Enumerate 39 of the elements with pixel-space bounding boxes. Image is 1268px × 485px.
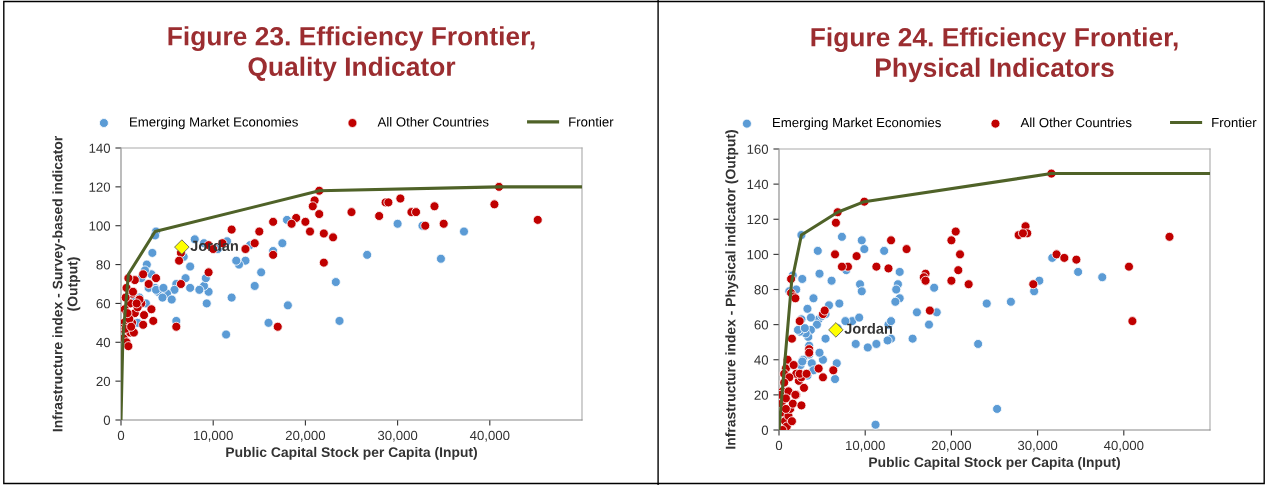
x-tick-label: 20,000	[285, 430, 326, 442]
x-tick-label: 30,000	[377, 430, 418, 442]
y-tick-label: 100	[89, 221, 111, 231]
y-tick-label: 60	[754, 320, 769, 330]
annotation: Jordan	[844, 323, 892, 334]
y-tick-label: 40	[754, 355, 769, 365]
y-tick-label: 100	[747, 249, 769, 260]
y-tick-label: 80	[754, 285, 769, 295]
x-tick-label: 0	[775, 440, 783, 451]
y-tick-label: 120	[747, 214, 769, 225]
chart-title: Figure 24. Efficiency Frontier, Physical Indicators	[811, 27, 1178, 83]
x-tick-label: 30,000	[1017, 440, 1058, 452]
y-axis-title: Infrastructure index - Survey-based indicator (Output)	[52, 136, 81, 432]
y-tick-label: 20	[96, 376, 111, 387]
y-tick-label: 160	[747, 144, 769, 154]
y-axis-title: Infrastructure index - Physical indicator (Output)	[725, 130, 739, 449]
y-tick-label: 140	[747, 179, 769, 190]
legend-label: All Other Countries	[1020, 117, 1132, 128]
x-tick-label: 10,000	[194, 430, 233, 442]
y-tick-label: 140	[89, 143, 111, 153]
x-tick-label: 20,000	[931, 440, 972, 452]
y-tick-label: 80	[96, 260, 111, 270]
y-tick-label: 20	[754, 390, 769, 400]
x-tick-label: 10,000	[846, 440, 885, 452]
x-axis-title: Public Capital Stock per Capita (Input)	[869, 456, 1120, 470]
y-tick-label: 40	[96, 337, 111, 348]
y-tick-label: 60	[96, 299, 111, 309]
legend-label: Frontier	[569, 116, 614, 127]
x-tick-label: 0	[117, 430, 125, 441]
y-tick-label: 120	[89, 182, 111, 192]
legend-label: All Other Countries	[377, 116, 489, 127]
y-tick-label: 0	[103, 415, 111, 425]
x-axis-title: Public Capital Stock per Capita (Input)	[226, 446, 477, 460]
legend-label: Emerging Market Economies	[773, 117, 941, 130]
legend-label: Frontier	[1212, 117, 1257, 128]
chart-title: Figure 23. Efficiency Frontier, Quality Indicator	[168, 26, 535, 82]
x-tick-label: 40,000	[1103, 440, 1144, 452]
x-tick-label: 40,000	[469, 430, 510, 442]
legend-label: Emerging Market Economies	[130, 116, 298, 130]
